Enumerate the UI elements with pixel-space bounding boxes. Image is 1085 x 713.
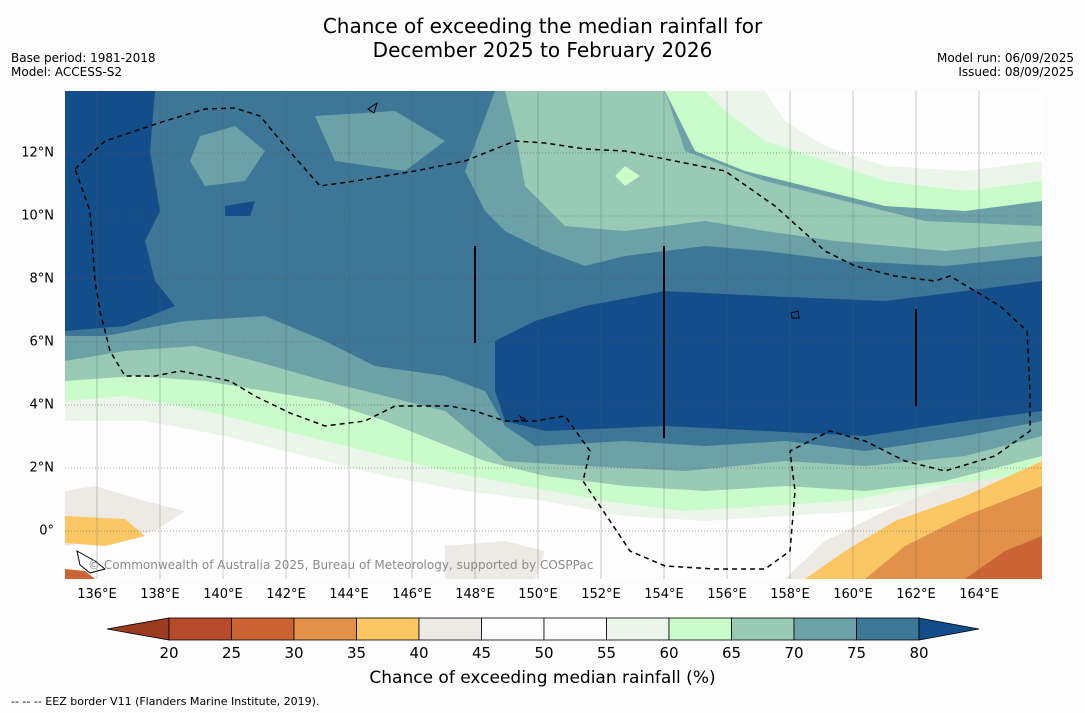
colorbar-cell bbox=[793, 617, 857, 641]
colorbar-tick-label: 35 bbox=[346, 644, 367, 662]
lon-tick: 146°E bbox=[392, 587, 432, 602]
colorbar bbox=[107, 617, 979, 641]
lon-tick: 138°E bbox=[140, 587, 180, 602]
colorbar-label: Chance of exceeding median rainfall (%) bbox=[369, 668, 716, 688]
lat-lines bbox=[65, 152, 1042, 532]
colorbar-cell bbox=[731, 617, 795, 641]
colorbar-cell bbox=[856, 617, 920, 641]
band-55 bbox=[65, 91, 1042, 579]
lon-tick: 142°E bbox=[266, 587, 306, 602]
colorbar-tick-label: 30 bbox=[284, 644, 304, 662]
copyright-notice: © Commonwealth of Australia 2025, Bureau… bbox=[88, 558, 594, 572]
meta-right: Model run: 06/09/2025 Issued: 08/09/2025 bbox=[937, 51, 1074, 79]
colorbar-cell bbox=[231, 617, 295, 641]
lat-tick: 4°N bbox=[29, 397, 55, 413]
map-title: Chance of exceeding the median rainfall … bbox=[0, 14, 1085, 62]
lat-tick: 2°N bbox=[29, 460, 55, 476]
blob-b bbox=[315, 111, 445, 171]
lon-tick: 152°E bbox=[581, 587, 621, 602]
title-line-1: Chance of exceeding the median rainfall … bbox=[322, 14, 763, 38]
colorbar-cell bbox=[606, 617, 670, 641]
meta-left: Base period: 1981-2018 Model: ACCESS-S2 bbox=[11, 51, 156, 79]
base-period: Base period: 1981-2018 bbox=[11, 51, 156, 65]
colorbar-tick-label: 55 bbox=[596, 644, 617, 662]
colorbar-tick-label: 80 bbox=[909, 644, 929, 662]
colorbar-cell bbox=[168, 617, 232, 641]
graticule bbox=[96, 91, 980, 579]
colorbar-tick-label: 25 bbox=[221, 644, 242, 662]
colorbar-cell bbox=[481, 617, 545, 641]
lat-tick: 6°N bbox=[29, 334, 55, 350]
title-line-2: December 2025 to February 2026 bbox=[372, 38, 713, 62]
colorbar-tick-label: 40 bbox=[409, 644, 429, 662]
lon-tick: 136°E bbox=[77, 587, 117, 602]
model-name: Model: ACCESS-S2 bbox=[11, 65, 123, 79]
blob-c bbox=[225, 201, 255, 216]
colorbar-tick-label: 20 bbox=[159, 644, 179, 662]
colorbar-tick-label: 45 bbox=[471, 644, 492, 662]
colorbar-extend-high bbox=[918, 617, 979, 641]
lon-tick: 144°E bbox=[329, 587, 369, 602]
map-canvas bbox=[65, 91, 1042, 579]
colorbar-tick-label: 70 bbox=[784, 644, 804, 662]
lon-tick: 148°E bbox=[455, 587, 495, 602]
lon-tick: 158°E bbox=[770, 587, 810, 602]
eez-border bbox=[74, 107, 1031, 570]
colorbar-tick-label: 50 bbox=[534, 644, 554, 662]
band-30 bbox=[865, 486, 1042, 579]
rainfall-map bbox=[65, 91, 1042, 579]
lon-tick: 150°E bbox=[518, 587, 558, 602]
colorbar-cell bbox=[543, 617, 607, 641]
colorbar-tick-label: 65 bbox=[721, 644, 742, 662]
issued-date: Issued: 08/09/2025 bbox=[958, 65, 1074, 79]
lat-tick: 8°N bbox=[29, 271, 55, 287]
colorbar-tick-label: 75 bbox=[846, 644, 867, 662]
colorbar-cell bbox=[418, 617, 482, 641]
islands bbox=[76, 101, 800, 574]
colorbar-tick-label: 60 bbox=[659, 644, 679, 662]
lat-tick: 0° bbox=[39, 523, 54, 539]
lon-tick: 140°E bbox=[203, 587, 243, 602]
colorbar-cell bbox=[293, 617, 357, 641]
colorbar-extend-low bbox=[107, 617, 170, 641]
lon-tick: 160°E bbox=[833, 587, 873, 602]
model-run: Model run: 06/09/2025 bbox=[936, 51, 1074, 65]
lat-tick: 10°N bbox=[21, 208, 54, 224]
vertical-markers bbox=[474, 246, 917, 438]
blob-a bbox=[190, 126, 265, 186]
blob-d bbox=[615, 166, 640, 186]
lon-tick: 154°E bbox=[644, 587, 684, 602]
colorbar-cell bbox=[668, 617, 732, 641]
lon-tick: 156°E bbox=[707, 587, 747, 602]
eez-footnote: -- -- -- EEZ border V11 (Flanders Marine… bbox=[11, 695, 320, 708]
lat-tick: 12°N bbox=[21, 145, 54, 161]
lon-tick: 162°E bbox=[896, 587, 936, 602]
colorbar-cell bbox=[356, 617, 420, 641]
colorbar-cells bbox=[107, 617, 979, 641]
lon-tick: 164°E bbox=[959, 587, 999, 602]
